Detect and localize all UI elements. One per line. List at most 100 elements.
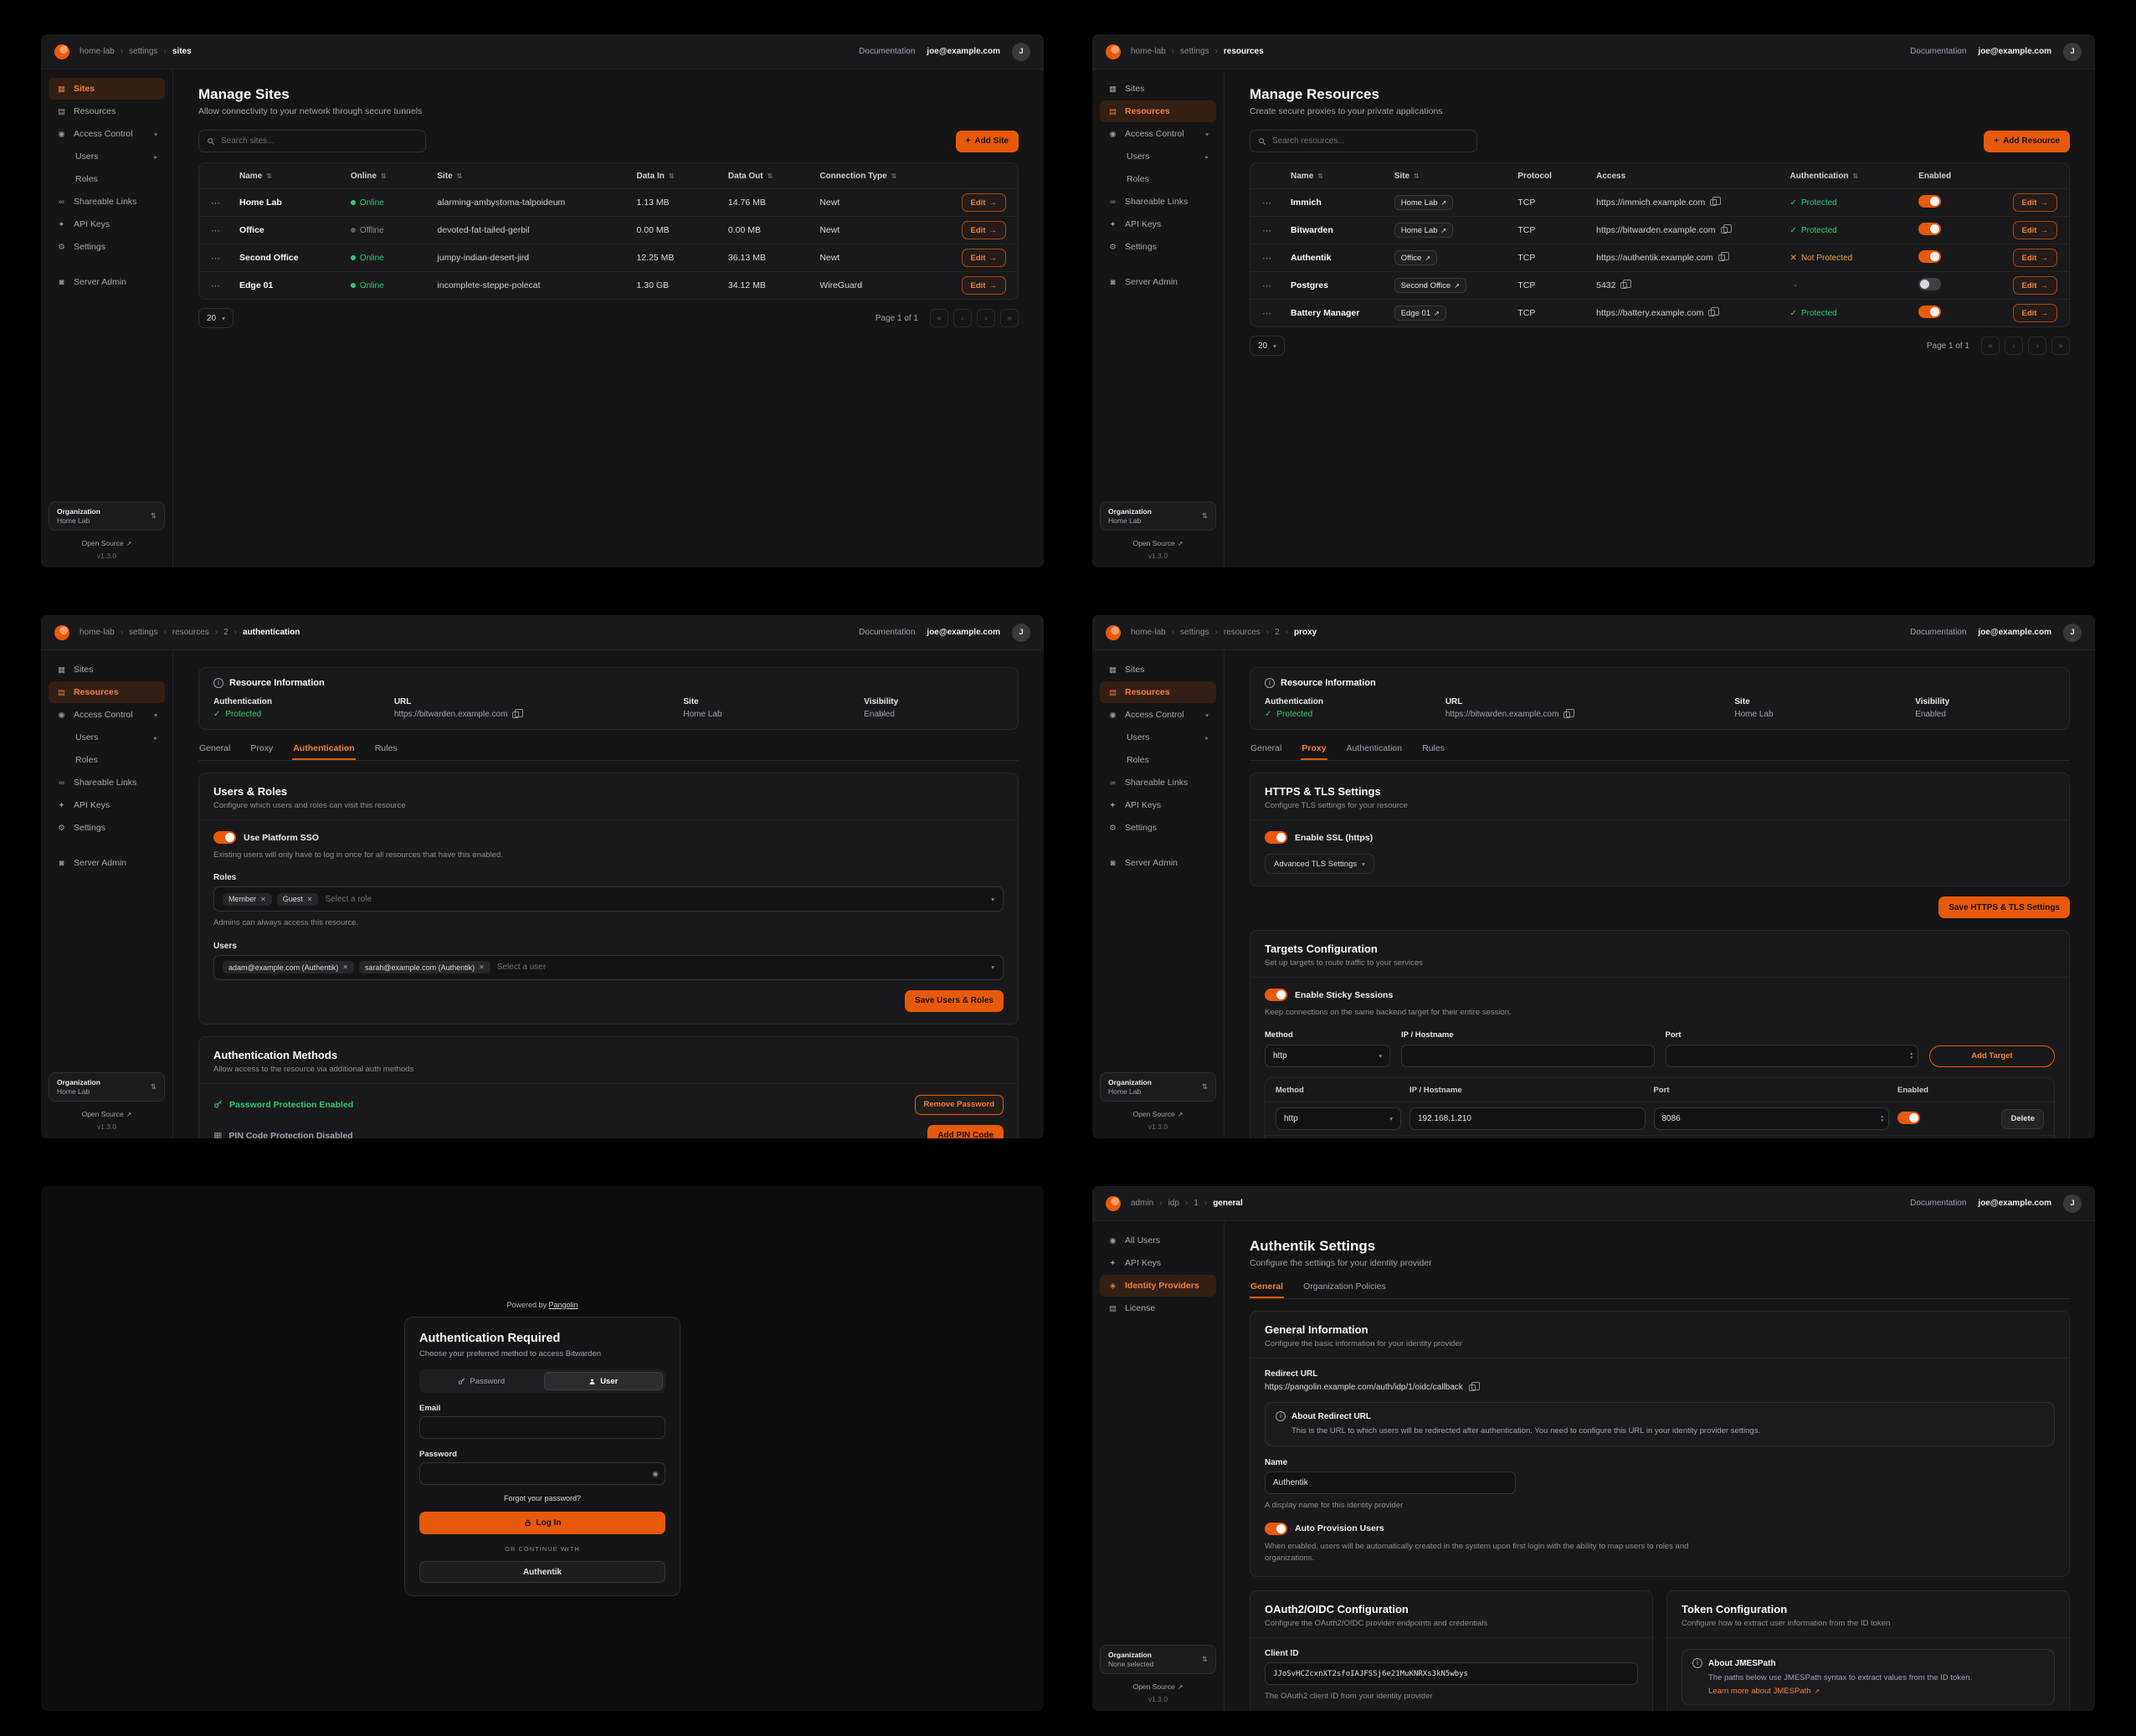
breadcrumb-item[interactable]: authentication [243,628,300,637]
sidebar-item[interactable]: ▤ Resources [49,681,165,703]
search-input[interactable] [198,130,426,152]
authentik-login-button[interactable]: Authentik [419,1561,665,1583]
sidebar-item[interactable]: ∞ Shareable Links [49,191,165,213]
breadcrumb-item[interactable]: resources [172,628,218,637]
copy-icon[interactable] [1718,252,1729,261]
tab[interactable]: General [199,743,231,753]
auto-provision-toggle[interactable] [1265,1522,1287,1535]
next-page-button[interactable]: › [977,309,995,327]
sidebar-item[interactable]: ▦ Sites [58,665,94,675]
table-row[interactable]: ⋯ Authentik Office ↗ TCP https://authenti… [1250,244,2069,271]
tab[interactable]: Authentication [292,743,356,760]
password-field[interactable] [419,1462,665,1485]
edit-button[interactable]: Edit → [2012,249,2057,267]
search-field[interactable] [1272,136,1469,146]
sidebar-item[interactable]: Users ▸ [1127,732,1209,742]
breadcrumb-item[interactable]: home-lab [1131,47,1174,56]
users-select[interactable]: adam@example.com (Authentik) ✕ sarah@examp… [213,954,1004,980]
edit-button[interactable]: Edit → [2012,276,2057,295]
user-chip[interactable]: adam@example.com (Authentik) ✕ [223,961,354,973]
search-input[interactable] [1250,130,1477,152]
ip-input[interactable] [1409,1107,1646,1131]
column-connection-type[interactable]: Connection Type ⇅ [819,171,897,181]
sidebar-item[interactable]: ▦ Sites [49,78,165,100]
remove-chip-icon[interactable]: ✕ [479,963,485,971]
avatar[interactable]: J [1012,42,1030,61]
site-badge[interactable]: Edge 01 ↗ [1394,306,1446,321]
sidebar-item[interactable]: ∞ Shareable Links [49,772,165,794]
sidebar-item[interactable]: ✦ API Keys [1100,1252,1216,1274]
copy-icon[interactable] [1708,307,1720,316]
sidebar-item[interactable]: Roles [1127,174,1149,184]
sidebar-item[interactable]: ⚙ Settings [1100,817,1216,839]
sidebar-item[interactable]: Users ▸ [75,732,157,742]
advanced-tls-button[interactable]: Advanced TLS Settings ▾ [1265,854,1374,874]
enabled-toggle[interactable] [1918,250,1942,263]
open-source-link[interactable]: Open Source ↗ [1132,539,1184,547]
sidebar-item[interactable]: ◙ Server Admin [1100,271,1216,293]
organization-selector[interactable]: Organization Home Lab ⇅ [49,1072,165,1102]
add-target-button[interactable]: Add Target [1929,1045,2055,1067]
user-email[interactable]: joe@example.com [927,628,1000,637]
column-site[interactable]: Site ⇅ [437,171,463,181]
sidebar-item[interactable]: Users ▸ [75,152,157,162]
organization-selector[interactable]: Organization None selected ⇅ [1100,1645,1216,1674]
table-row[interactable]: ⋯ Edge 01 Online incomplete-steppe-polec… [199,271,1018,299]
site-badge[interactable]: Home Lab ↗ [1394,195,1454,210]
open-source-link[interactable]: Open Source ↗ [1132,1110,1184,1118]
tab[interactable]: Organization Policies [1303,1281,1386,1292]
ip-hostname-input[interactable] [1401,1045,1655,1068]
first-page-button[interactable]: « [1981,336,2000,355]
site-badge[interactable]: Second Office ↗ [1394,278,1466,293]
sidebar-item[interactable]: ◙ Server Admin [49,271,165,293]
breadcrumb-item[interactable]: home-lab [80,47,123,56]
sidebar-item[interactable]: Roles [1127,755,1149,765]
stepper-up-icon[interactable]: ▲ [1880,1113,1884,1118]
sidebar-item[interactable]: ⚙ Settings [1100,236,1216,258]
documentation-link[interactable]: Documentation [1910,47,1967,56]
sidebar-item[interactable]: ✦ API Keys [49,794,165,816]
sidebar-item[interactable]: ◉ Access Control ▾ [1100,704,1216,726]
tab-password[interactable]: Password [422,1372,542,1390]
documentation-link[interactable]: Documentation [1910,1199,1967,1208]
jmespath-link[interactable]: Learn more about JMESPath ↗ [1708,1687,1820,1697]
sidebar-item[interactable]: ◈ Identity Providers [1100,1275,1216,1297]
tab[interactable]: Proxy [250,743,274,753]
column-name[interactable]: Name ⇅ [239,171,272,181]
remove-chip-icon[interactable]: ✕ [342,963,348,971]
user-email[interactable]: joe@example.com [1978,628,2051,637]
prev-page-button[interactable]: ‹ [953,309,972,327]
stepper-up-icon[interactable]: ▲ [1909,1050,1913,1055]
tab[interactable]: Authentication [1346,743,1403,753]
edit-button[interactable]: Edit → [2012,304,2057,322]
sidebar-item[interactable]: ◙ Server Admin [1100,852,1216,874]
open-source-link[interactable]: Open Source ↗ [81,1110,132,1118]
copy-icon[interactable] [1563,708,1575,718]
user-chip[interactable]: sarah@example.com (Authentik) ✕ [358,961,490,973]
sidebar-item[interactable]: Roles [75,755,98,765]
edit-button[interactable]: Edit → [961,249,1006,267]
organization-selector[interactable]: Organization Home Lab ⇅ [49,501,165,531]
breadcrumb-item[interactable]: resources [1223,47,1264,56]
name-input[interactable] [1265,1471,1516,1495]
row-menu-icon[interactable]: ⋯ [1262,198,1271,208]
rows-per-page-select[interactable]: 20 ▾ [1250,336,1285,356]
sidebar-item[interactable]: ▤ Resources [1100,681,1216,703]
login-button[interactable]: Log In [419,1512,665,1534]
tab[interactable]: Proxy [1301,743,1327,760]
row-menu-icon[interactable]: ⋯ [211,225,220,236]
copy-icon[interactable] [1468,1381,1480,1391]
table-row[interactable]: ⋯ Postgres Second Office ↗ TCP 5432 - Edi… [1250,271,2069,299]
column-online[interactable]: Online ⇅ [350,171,387,181]
column-authentication[interactable]: Authentication ⇅ [1789,171,1859,181]
breadcrumb-item[interactable]: resources [1224,628,1269,637]
user-email[interactable]: joe@example.com [927,47,1000,56]
sidebar-item[interactable]: ✦ API Keys [1100,794,1216,816]
copy-icon[interactable] [512,708,524,718]
breadcrumb-item[interactable]: 2 [223,628,237,637]
remove-chip-icon[interactable]: ✕ [260,895,266,903]
edit-button[interactable]: Edit → [961,193,1006,212]
sidebar-item[interactable]: ⚙ Settings [49,817,165,839]
remove-password-button[interactable]: Remove Password [914,1094,1004,1115]
sidebar-item[interactable]: ⚙ Settings [49,236,165,258]
